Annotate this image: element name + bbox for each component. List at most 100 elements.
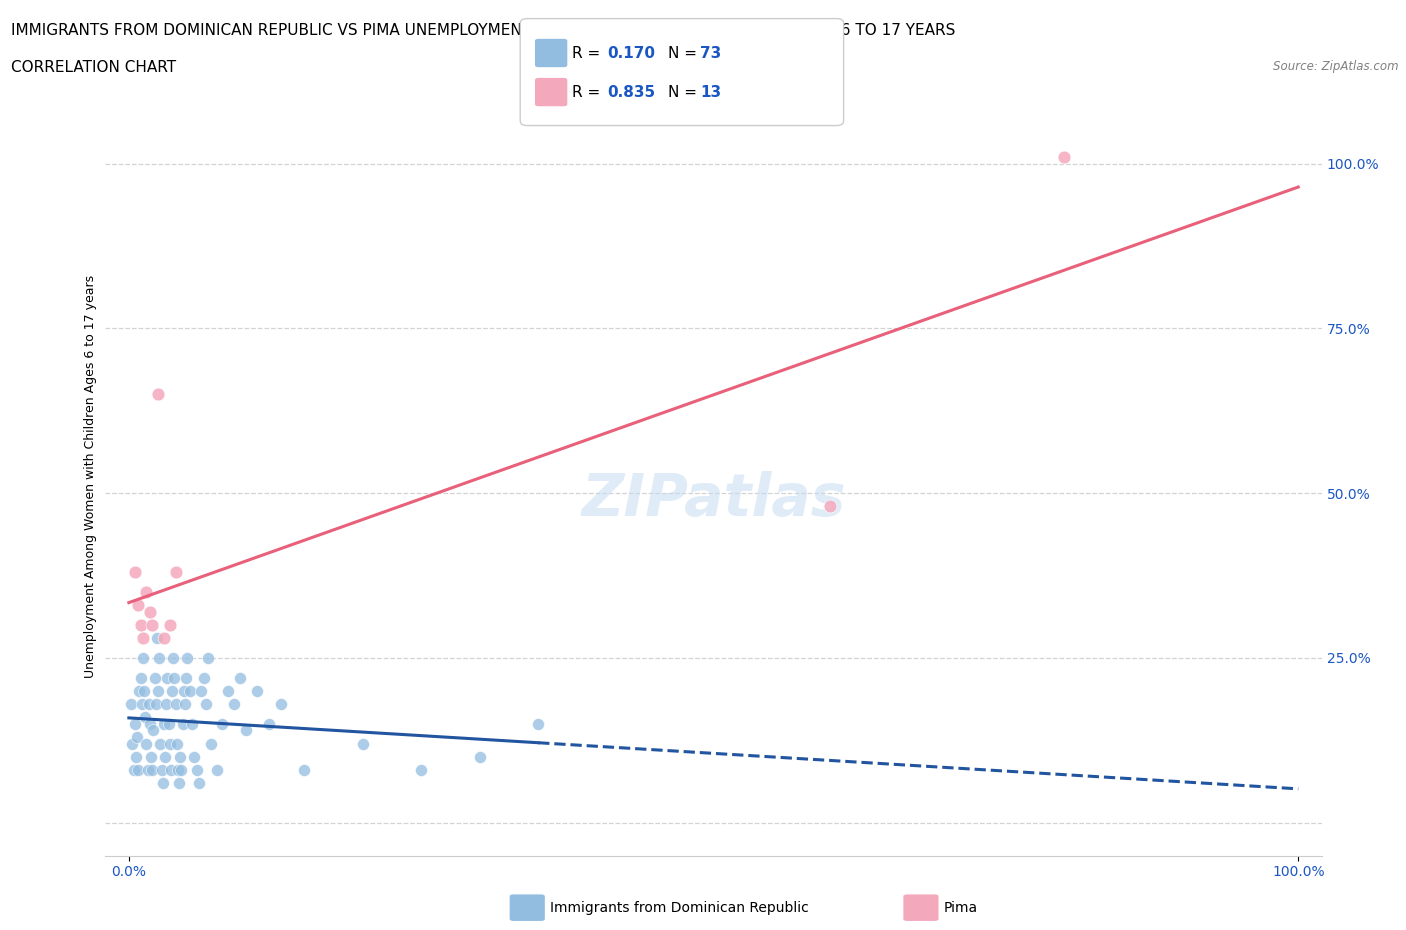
- Point: [352, 737, 374, 751]
- Point: [128, 684, 150, 698]
- Point: [129, 618, 152, 632]
- Point: [153, 631, 176, 645]
- Point: [124, 716, 146, 731]
- Point: [146, 631, 169, 645]
- Point: [217, 684, 239, 698]
- Point: [122, 763, 145, 777]
- Text: 0.170: 0.170: [607, 46, 655, 60]
- Text: R =: R =: [572, 46, 606, 60]
- Point: [139, 750, 162, 764]
- Point: [132, 684, 155, 698]
- Point: [120, 697, 142, 711]
- Point: [195, 697, 218, 711]
- Text: 0.835: 0.835: [607, 85, 655, 100]
- Point: [169, 750, 191, 764]
- Point: [211, 716, 233, 731]
- Point: [127, 598, 149, 613]
- Point: [124, 565, 146, 579]
- Point: [132, 650, 155, 665]
- Point: [125, 729, 148, 744]
- Point: [146, 387, 169, 402]
- Point: [167, 776, 190, 790]
- Point: [174, 697, 197, 711]
- Point: [222, 697, 245, 711]
- Point: [153, 750, 176, 764]
- Point: [820, 498, 842, 513]
- Point: [142, 723, 165, 737]
- Point: [190, 684, 212, 698]
- Point: [1053, 150, 1076, 165]
- Point: [148, 650, 170, 665]
- Point: [163, 671, 186, 685]
- Point: [179, 684, 201, 698]
- Point: [127, 763, 149, 777]
- Text: Pima: Pima: [943, 900, 977, 915]
- Point: [181, 716, 204, 731]
- Point: [205, 763, 228, 777]
- Point: [200, 737, 222, 751]
- Point: [132, 631, 155, 645]
- Point: [246, 684, 269, 698]
- Text: N =: N =: [668, 46, 702, 60]
- Text: Immigrants from Dominican Republic: Immigrants from Dominican Republic: [550, 900, 808, 915]
- Point: [141, 618, 163, 632]
- Point: [155, 697, 177, 711]
- Point: [188, 776, 211, 790]
- Point: [131, 697, 153, 711]
- Point: [145, 697, 167, 711]
- Text: ZIPatlas: ZIPatlas: [581, 471, 846, 528]
- Point: [174, 671, 197, 685]
- Y-axis label: Unemployment Among Women with Children Ages 6 to 17 years: Unemployment Among Women with Children A…: [84, 275, 97, 678]
- Point: [153, 716, 176, 731]
- Point: [270, 697, 292, 711]
- Point: [229, 671, 252, 685]
- Point: [292, 763, 315, 777]
- Point: [135, 737, 157, 751]
- Point: [135, 585, 157, 600]
- Point: [173, 684, 195, 698]
- Point: [165, 565, 187, 579]
- Point: [186, 763, 208, 777]
- Point: [235, 723, 257, 737]
- Point: [139, 604, 162, 619]
- Point: [136, 763, 159, 777]
- Point: [141, 763, 163, 777]
- Point: [197, 650, 219, 665]
- Text: CORRELATION CHART: CORRELATION CHART: [11, 60, 176, 75]
- Point: [159, 737, 181, 751]
- Point: [146, 684, 169, 698]
- Point: [468, 750, 491, 764]
- Point: [160, 684, 183, 698]
- Point: [167, 763, 190, 777]
- Point: [125, 750, 148, 764]
- Point: [157, 716, 180, 731]
- Text: Source: ZipAtlas.com: Source: ZipAtlas.com: [1274, 60, 1399, 73]
- Point: [527, 716, 550, 731]
- Point: [138, 697, 160, 711]
- Text: IMMIGRANTS FROM DOMINICAN REPUBLIC VS PIMA UNEMPLOYMENT AMONG WOMEN WITH CHILDRE: IMMIGRANTS FROM DOMINICAN REPUBLIC VS PI…: [11, 23, 956, 38]
- Point: [162, 650, 184, 665]
- Point: [257, 716, 280, 731]
- Point: [176, 650, 198, 665]
- Point: [411, 763, 433, 777]
- Point: [165, 697, 187, 711]
- Point: [159, 618, 181, 632]
- Point: [170, 763, 193, 777]
- Point: [172, 716, 194, 731]
- Point: [166, 737, 188, 751]
- Text: N =: N =: [668, 85, 702, 100]
- Point: [121, 737, 143, 751]
- Text: R =: R =: [572, 85, 606, 100]
- Point: [143, 671, 166, 685]
- Point: [129, 671, 152, 685]
- Point: [156, 671, 179, 685]
- Point: [193, 671, 215, 685]
- Point: [160, 763, 183, 777]
- Point: [139, 716, 162, 731]
- Point: [134, 710, 156, 724]
- Text: 73: 73: [700, 46, 721, 60]
- Point: [150, 763, 173, 777]
- Point: [149, 737, 172, 751]
- Point: [152, 776, 174, 790]
- Text: 13: 13: [700, 85, 721, 100]
